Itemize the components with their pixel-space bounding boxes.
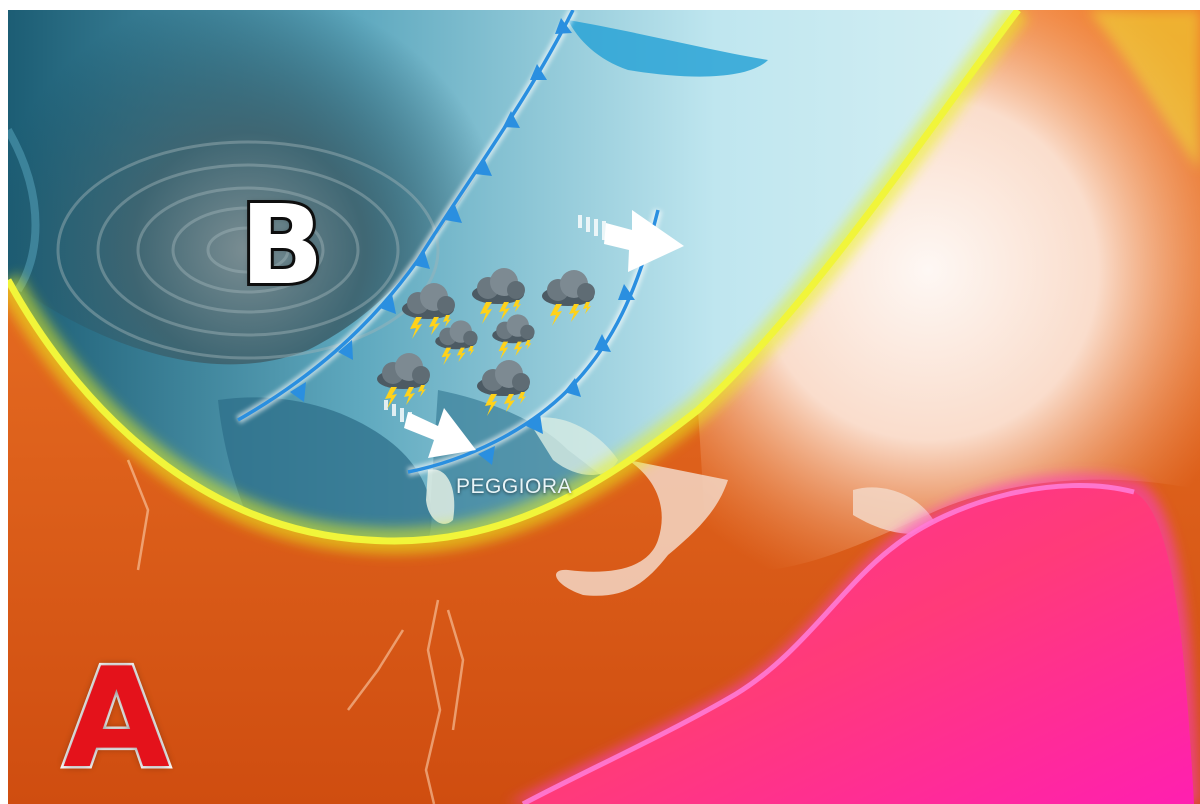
high-pressure-label: A <box>63 650 170 788</box>
low-pressure-label: B <box>240 190 324 300</box>
weather-map: B A PEGGIORA <box>8 10 1200 804</box>
weather-map-canvas <box>8 10 1200 804</box>
forecast-text: PEGGIORA <box>456 475 572 499</box>
